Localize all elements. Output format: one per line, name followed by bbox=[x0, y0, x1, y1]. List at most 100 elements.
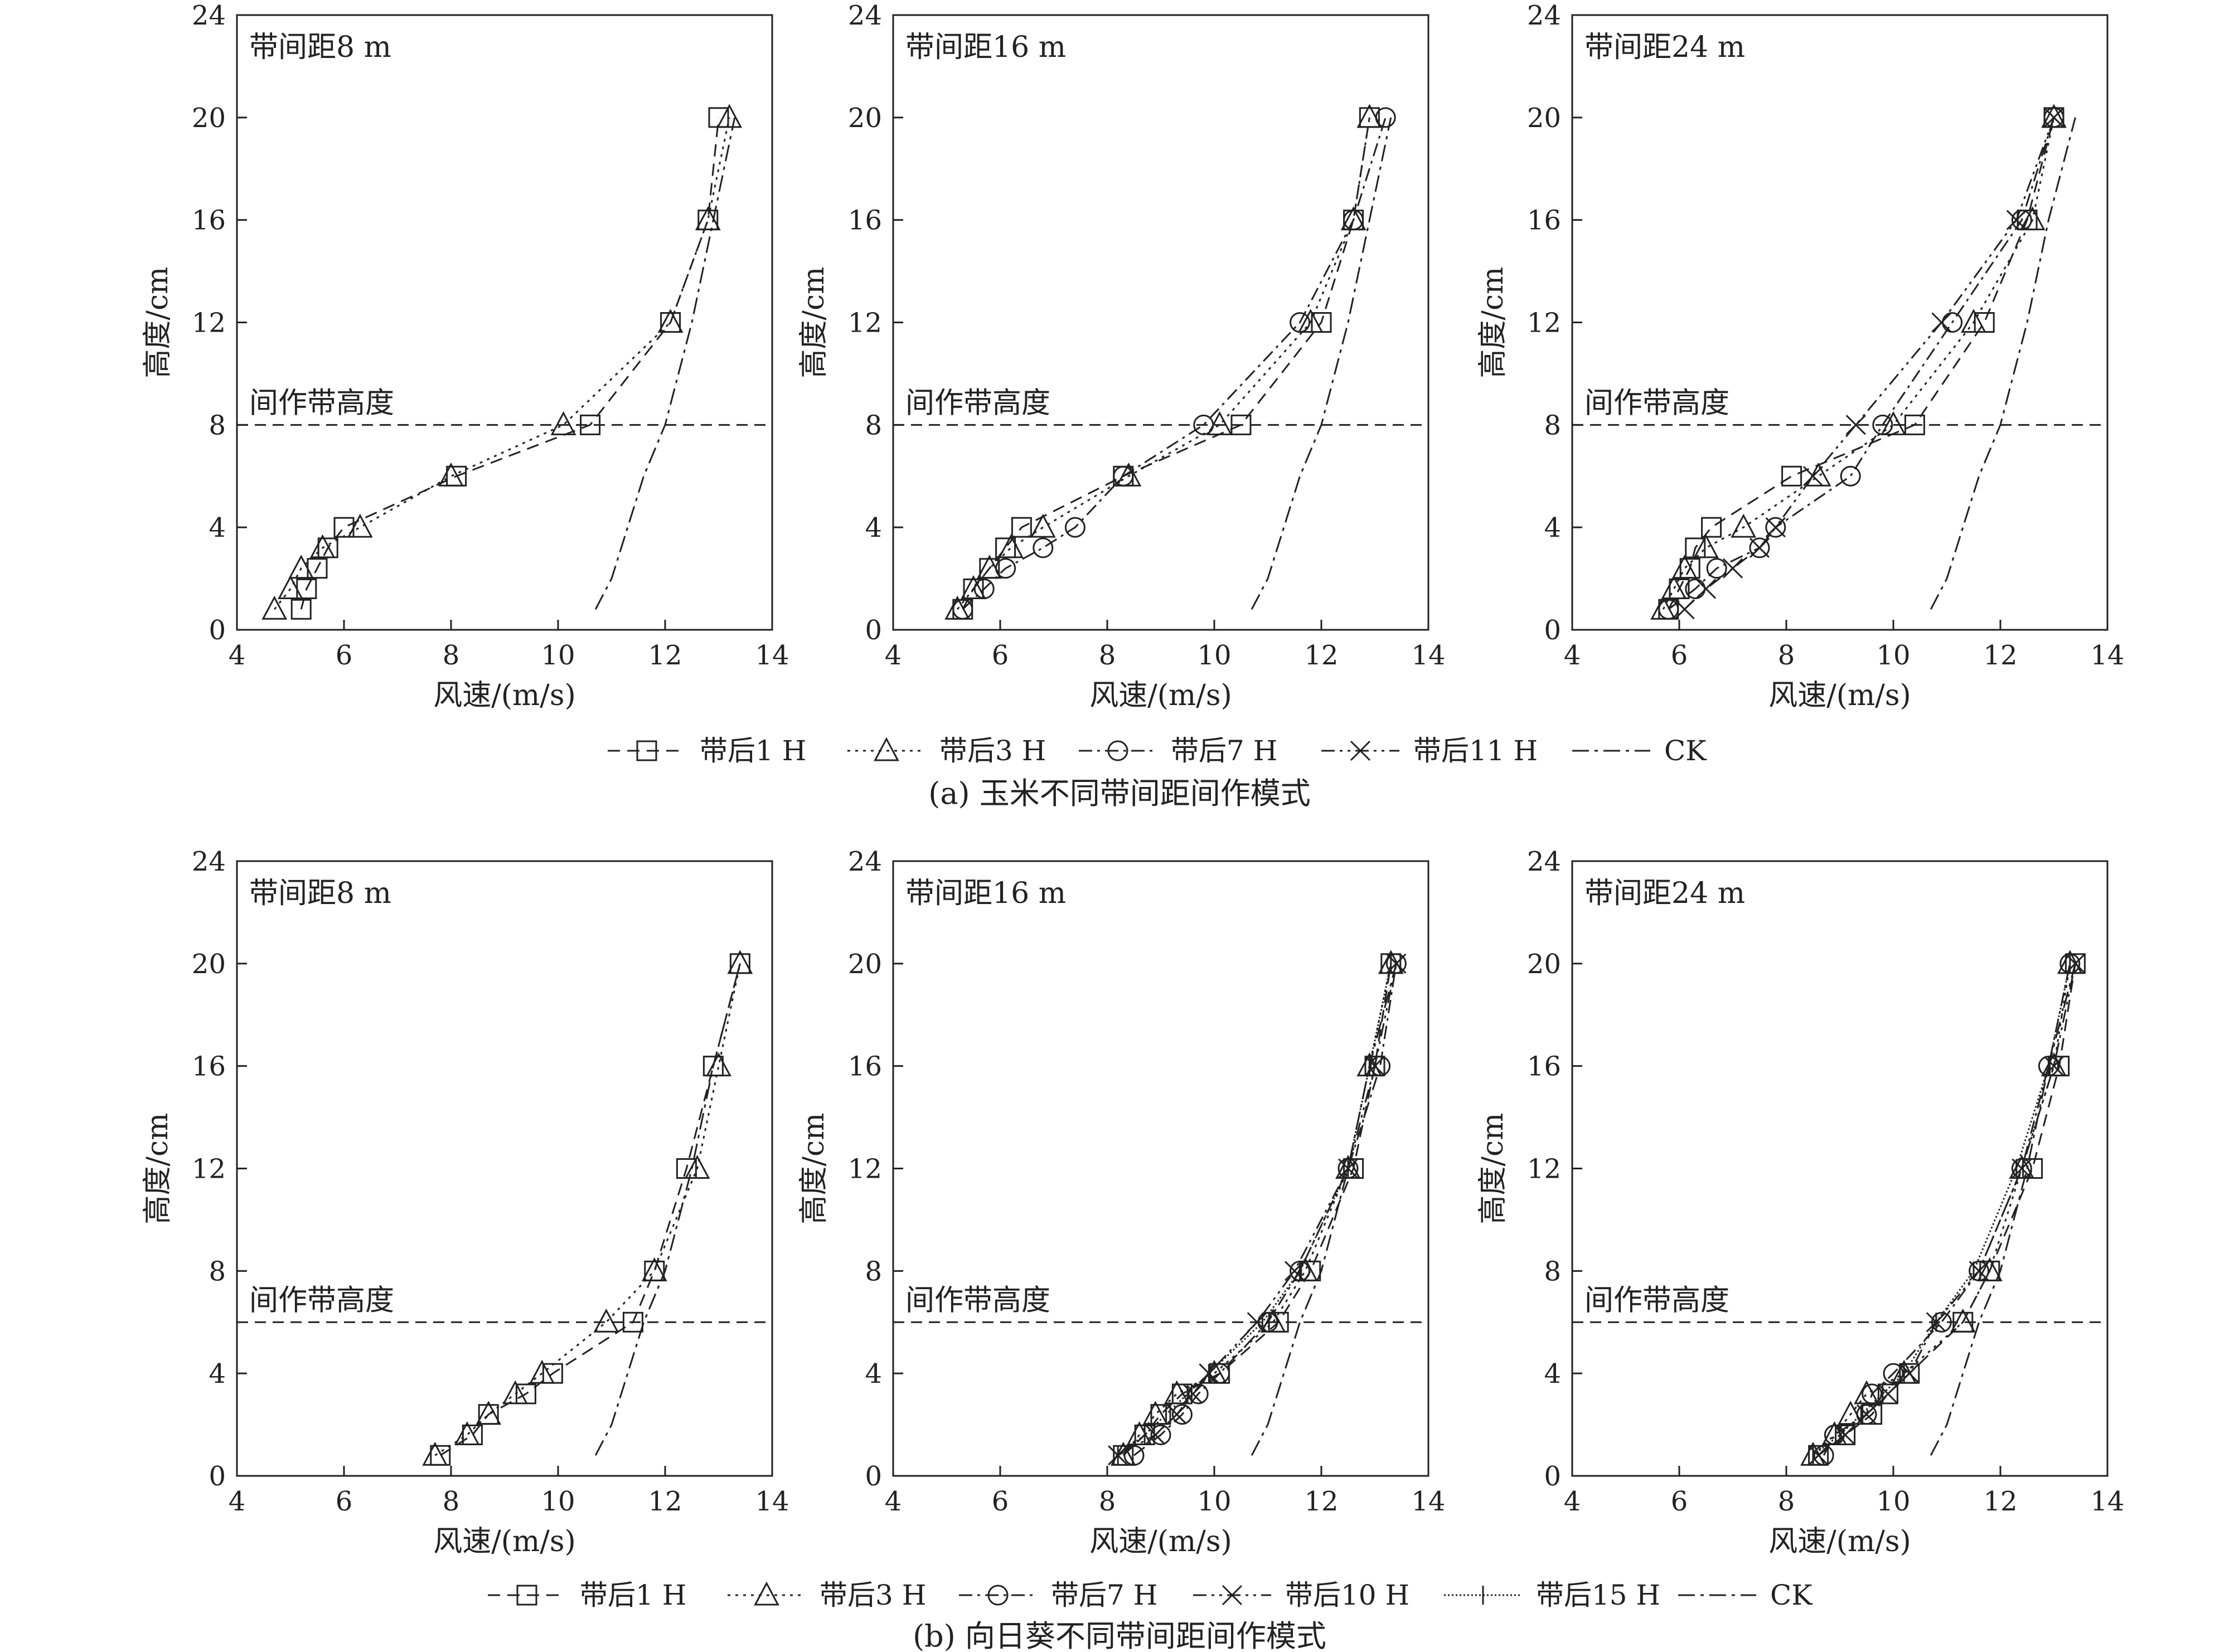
legend-item-CK: CK bbox=[1572, 735, 1707, 767]
x-tick-label: 10 bbox=[541, 640, 575, 671]
series-line-CK bbox=[594, 117, 736, 610]
x-axis-label: 风速/(m/s) bbox=[1089, 1525, 1232, 1558]
y-tick-label: 20 bbox=[192, 949, 226, 980]
x-tick-label: 10 bbox=[541, 1486, 575, 1517]
series-h-11H bbox=[1674, 107, 2064, 620]
y-tick-label: 4 bbox=[1544, 1358, 1561, 1389]
reference-line-label: 间作带高度 bbox=[1584, 1284, 1729, 1317]
data-point-h-7H bbox=[1749, 537, 1770, 558]
x-tick-label: 6 bbox=[336, 1486, 353, 1517]
data-point-h-1H bbox=[1904, 414, 1925, 435]
reference-line-label: 间作带高度 bbox=[249, 1284, 394, 1317]
x-axis-label: 风速/(m/s) bbox=[433, 679, 576, 712]
data-point-h-7H bbox=[1113, 465, 1134, 487]
legend-marker bbox=[1350, 740, 1371, 761]
data-point-h-7H bbox=[1840, 465, 1861, 487]
data-point-h-1H bbox=[1781, 465, 1802, 487]
series-h-7H bbox=[1658, 107, 2064, 620]
data-point-h-10H bbox=[1878, 1383, 1898, 1404]
series-CK bbox=[1930, 963, 2076, 1456]
data-point-h-3H bbox=[961, 575, 986, 599]
x-tick-label: 14 bbox=[2090, 640, 2124, 671]
series-line-h-15H bbox=[1812, 963, 2071, 1456]
data-point-h-7H bbox=[1370, 1056, 1391, 1077]
legend-item-h-3H: 带后3 H bbox=[728, 1579, 926, 1611]
x-tick-label: 8 bbox=[443, 640, 460, 671]
data-point-h-3H bbox=[261, 595, 288, 620]
data-point-h-7H bbox=[1883, 1363, 1904, 1384]
data-point-h-3H bbox=[716, 104, 743, 128]
data-point-h-3H bbox=[454, 1421, 480, 1445]
y-tick-label: 24 bbox=[848, 846, 882, 877]
caption-b: (b) 向日葵不同带间距间作模式 bbox=[913, 1619, 1326, 1652]
data-point-h-7H bbox=[1290, 312, 1311, 333]
x-axis-label: 风速/(m/s) bbox=[433, 1525, 576, 1558]
data-point-h-7H bbox=[1856, 1404, 1877, 1425]
data-point-h-3H bbox=[1961, 309, 1986, 333]
y-tick-label: 12 bbox=[848, 1154, 882, 1185]
series-CK bbox=[1930, 117, 2076, 610]
x-tick-label: 8 bbox=[443, 1486, 460, 1517]
series-line-CK bbox=[1930, 963, 2076, 1456]
data-point-h-3H bbox=[2019, 206, 2046, 231]
data-point-h-7H bbox=[1375, 107, 1396, 128]
data-point-h-7H bbox=[1824, 1424, 1845, 1445]
x-tick-label: 10 bbox=[1876, 640, 1910, 671]
x-tick-label: 14 bbox=[755, 1486, 789, 1517]
reference-line-label: 间作带高度 bbox=[905, 386, 1050, 420]
y-tick-label: 20 bbox=[1527, 949, 1561, 980]
legend-marker bbox=[636, 740, 657, 761]
data-point-h-3H bbox=[727, 950, 753, 974]
legend-item-h-11H: 带后11 H bbox=[1321, 735, 1538, 767]
x-tick-label: 10 bbox=[1197, 1486, 1231, 1517]
series-line-h-7H bbox=[1668, 117, 2055, 610]
data-point-h-3H bbox=[347, 513, 373, 538]
series-line-h-7H bbox=[962, 117, 1387, 610]
y-tick-label: 12 bbox=[192, 308, 226, 339]
caption-a: (a) 玉米不同带间距间作模式 bbox=[928, 776, 1311, 811]
data-point-h-7H bbox=[1942, 312, 1963, 333]
y-tick-label: 0 bbox=[1544, 615, 1561, 646]
x-tick-label: 6 bbox=[336, 640, 353, 671]
y-tick-label: 4 bbox=[865, 512, 882, 543]
data-point-h-3H bbox=[422, 1441, 448, 1466]
data-point-h-3H bbox=[309, 534, 336, 558]
y-tick-label: 8 bbox=[865, 1256, 882, 1287]
series-line-h-3H bbox=[274, 117, 730, 610]
x-tick-label: 12 bbox=[648, 640, 682, 671]
legend-label: 带后1 H bbox=[580, 1579, 686, 1611]
data-point-h-7H bbox=[952, 599, 973, 620]
y-tick-label: 16 bbox=[192, 205, 226, 236]
y-tick-label: 12 bbox=[1527, 308, 1561, 339]
data-point-h-3H bbox=[657, 309, 684, 333]
y-tick-label: 0 bbox=[865, 615, 882, 646]
y-tick-label: 0 bbox=[209, 615, 226, 646]
y-tick-label: 20 bbox=[192, 103, 226, 134]
x-tick-label: 4 bbox=[885, 640, 902, 671]
data-point-h-1H bbox=[290, 599, 312, 620]
x-tick-label: 6 bbox=[992, 640, 1009, 671]
x-tick-label: 4 bbox=[229, 1486, 246, 1517]
y-axis-label: 高度/cm bbox=[797, 267, 831, 378]
data-point-h-11H bbox=[1722, 558, 1743, 579]
y-tick-label: 4 bbox=[865, 1358, 882, 1389]
legend-label: 带后7 H bbox=[1171, 735, 1277, 767]
data-point-h-7H bbox=[1969, 1260, 1990, 1281]
data-point-h-3H bbox=[1693, 534, 1719, 558]
data-point-h-3H bbox=[288, 555, 314, 579]
panel-label: 带间距8 m bbox=[249, 31, 391, 64]
reference-line-label: 间作带高度 bbox=[905, 1284, 1050, 1317]
y-tick-label: 16 bbox=[848, 1051, 882, 1082]
x-tick-label: 12 bbox=[648, 1486, 682, 1517]
data-point-h-3H bbox=[438, 462, 464, 487]
y-tick-label: 0 bbox=[209, 1461, 226, 1492]
data-point-h-3H bbox=[1661, 575, 1687, 599]
data-point-h-10H bbox=[1145, 1425, 1166, 1445]
data-point-h-11H bbox=[1931, 312, 1952, 333]
data-point-h-7H bbox=[1188, 1383, 1209, 1405]
legend-marker bbox=[1107, 740, 1128, 761]
panel-label: 带间距8 m bbox=[249, 877, 391, 910]
y-axis-label: 高度/cm bbox=[1476, 267, 1510, 378]
